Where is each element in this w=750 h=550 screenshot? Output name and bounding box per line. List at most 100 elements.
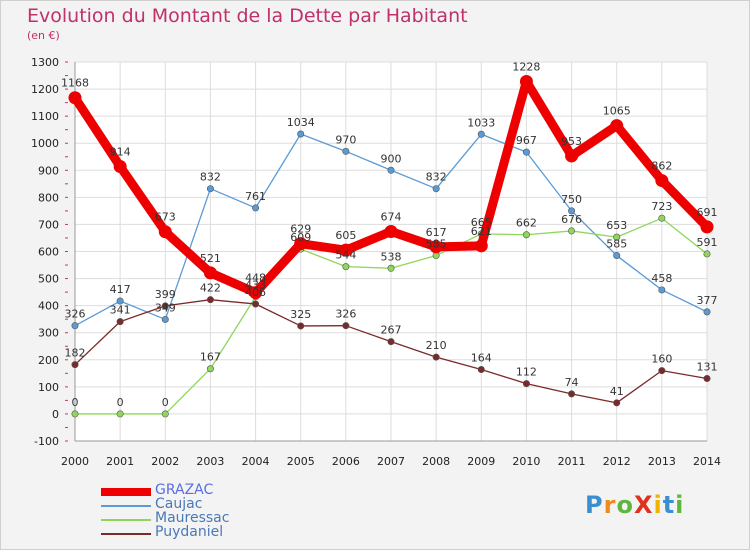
data-label-puydaniel: 325 (290, 308, 311, 321)
data-label-grazac: 1168 (61, 77, 89, 90)
data-point-mauressac (116, 410, 124, 418)
data-point-puydaniel (116, 318, 124, 326)
x-tick-label: 2007 (377, 455, 405, 468)
data-point-mauressac (206, 365, 214, 373)
data-point-grazac (700, 220, 714, 234)
data-point-mauressac (71, 410, 79, 418)
legend-label: Caujac (155, 496, 203, 512)
data-label-mauressac: 662 (516, 217, 537, 230)
data-point-puydaniel (568, 390, 576, 398)
data-label-grazac: 621 (471, 225, 492, 238)
series-layer (68, 74, 714, 418)
data-point-mauressac (703, 250, 711, 258)
x-tick-label: 2003 (196, 455, 224, 468)
x-tick-label: 2009 (467, 455, 495, 468)
data-point-caujac (613, 252, 621, 260)
data-point-puydaniel (703, 374, 711, 382)
data-label-caujac: 585 (606, 238, 627, 251)
data-label-caujac: 326 (65, 308, 86, 321)
data-label-caujac: 970 (335, 133, 356, 146)
data-label-puydaniel: 326 (335, 308, 356, 321)
data-point-caujac (71, 322, 79, 330)
data-label-mauressac: 723 (651, 200, 672, 213)
data-label-grazac: 1065 (603, 105, 631, 118)
data-label-mauressac: 653 (606, 219, 627, 232)
data-point-puydaniel (522, 380, 530, 388)
data-label-puydaniel: 160 (651, 353, 672, 366)
data-point-grazac (384, 224, 398, 238)
data-label-grazac: 605 (335, 229, 356, 242)
data-point-caujac (161, 315, 169, 323)
y-tick-label: 200 (38, 354, 59, 367)
data-label-mauressac: 0 (162, 396, 169, 409)
data-label-grazac: 914 (110, 145, 131, 158)
legend-swatch (101, 505, 151, 507)
data-point-puydaniel (613, 399, 621, 407)
data-point-caujac (477, 130, 485, 138)
legend-swatch (101, 533, 151, 535)
logo-letter: P (585, 491, 604, 519)
data-point-caujac (206, 185, 214, 193)
y-tick-label: 1200 (31, 83, 59, 96)
data-point-caujac (568, 207, 576, 215)
y-tick-label: 500 (38, 273, 59, 286)
data-point-caujac (522, 148, 530, 156)
y-tick-label: 0 (52, 408, 59, 421)
x-tick-label: 2001 (106, 455, 134, 468)
logo-letter: i (653, 491, 663, 519)
data-label-caujac: 832 (200, 171, 221, 184)
legend-item-puydaniel: Puydaniel (101, 524, 301, 541)
legend-label: Puydaniel (155, 524, 224, 540)
data-label-puydaniel: 422 (200, 282, 221, 295)
data-label-puydaniel: 164 (471, 352, 492, 365)
data-point-puydaniel (477, 366, 485, 374)
x-tick-label: 2000 (61, 455, 89, 468)
y-tick-label: 600 (38, 246, 59, 259)
data-point-mauressac (613, 233, 621, 241)
data-point-puydaniel (206, 296, 214, 304)
data-label-puydaniel: 267 (381, 324, 402, 337)
data-label-caujac: 349 (155, 301, 176, 314)
data-label-caujac: 967 (516, 134, 537, 147)
data-label-grazac: 674 (381, 210, 402, 223)
x-tick-label: 2012 (603, 455, 631, 468)
legend-item-caujac: Caujac (101, 496, 301, 513)
data-label-mauressac: 665 (471, 216, 492, 229)
data-point-caujac (116, 297, 124, 305)
y-tick-label: 1000 (31, 137, 59, 150)
y-tick-label: 100 (38, 381, 59, 394)
data-point-grazac (610, 119, 624, 133)
logo-letter: i (675, 491, 685, 519)
data-point-caujac (387, 166, 395, 174)
axis-layer: -100010020030040050060070080090010001100… (31, 56, 721, 468)
data-label-grazac: 629 (290, 223, 311, 236)
data-point-grazac (68, 91, 82, 105)
chart-subtitle: (en €) (27, 29, 60, 42)
logo-letter: X (633, 491, 654, 519)
data-point-puydaniel (161, 302, 169, 310)
data-point-caujac (658, 286, 666, 294)
data-label-caujac: 750 (561, 193, 582, 206)
logo-letter: r (603, 491, 617, 519)
data-label-mauressac: 0 (117, 396, 124, 409)
data-point-grazac (203, 266, 217, 280)
logo-letter: t (662, 491, 676, 519)
data-label-mauressac: 609 (290, 231, 311, 244)
data-point-puydaniel (432, 353, 440, 361)
data-point-puydaniel (71, 361, 79, 369)
legend-item-mauressac: Mauressac (101, 510, 301, 527)
data-label-grazac: 1228 (512, 60, 540, 73)
y-tick-label: -100 (34, 435, 59, 448)
data-label-puydaniel: 341 (110, 304, 131, 317)
data-label-mauressac: 544 (335, 249, 356, 262)
data-label-mauressac: 433 (245, 279, 266, 292)
legend-label: Mauressac (155, 510, 230, 526)
label-layer: 326 417 349 832 761 1034 970 900 832 1033 967 750 58… (61, 60, 718, 408)
data-point-grazac (565, 149, 579, 163)
data-label-caujac: 1033 (467, 116, 495, 129)
data-label-grazac: 691 (697, 206, 718, 219)
y-tick-label: 400 (38, 300, 59, 313)
data-label-mauressac: 676 (561, 213, 582, 226)
data-label-grazac: 617 (426, 226, 447, 239)
data-label-caujac: 377 (697, 294, 718, 307)
